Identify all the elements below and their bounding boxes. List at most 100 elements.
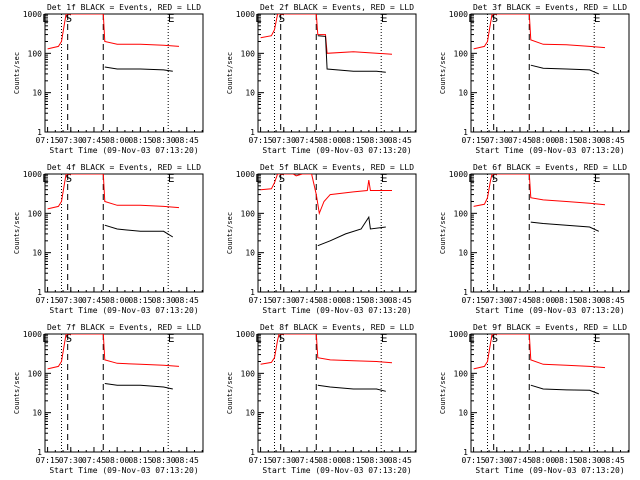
marker-label-s: S: [491, 172, 498, 185]
x-tick-label: 07:15: [462, 136, 486, 145]
events-series-line: [530, 221, 600, 232]
y-tick-label: 10: [458, 249, 468, 258]
x-tick-label: 07:30: [59, 456, 83, 465]
x-axis-label: Start Time (09-Nov-03 07:13:20): [475, 146, 624, 155]
x-tick-label: 08:30: [578, 296, 602, 305]
y-axis-label: Counts/sec: [13, 212, 21, 254]
events-series-line: [530, 384, 599, 395]
x-tick-label: 07:30: [272, 296, 296, 305]
y-axis-label: Counts/sec: [439, 212, 447, 254]
x-tick-label: 07:45: [82, 456, 106, 465]
detector-panel: Det 3f BLACK = Events, RED = LLD 1 10 100 10…: [439, 3, 630, 155]
y-tick-label: 10: [245, 89, 255, 98]
marker-label-e: E: [468, 12, 475, 25]
y-tick-label: 1000: [23, 10, 42, 19]
events-series-line: [104, 224, 174, 238]
y-tick-label: 1: [37, 128, 42, 137]
plot-frame: [44, 173, 204, 293]
y-tick-label: 1000: [449, 10, 468, 19]
marker-label-e: E: [381, 172, 388, 185]
y-tick-label: 100: [28, 49, 43, 58]
x-tick-label: 07:30: [485, 296, 509, 305]
x-tick-label: 08:00: [105, 456, 129, 465]
events-series-line: [104, 383, 173, 390]
lld-series-line: [47, 14, 180, 50]
y-tick-label: 10: [32, 409, 42, 418]
plot-frame: [257, 13, 417, 133]
y-tick-label: 1000: [23, 170, 42, 179]
detector-panel: Det 5f BLACK = Events, RED = LLD 1 10 100 10…: [226, 163, 417, 315]
marker-label-e: E: [168, 172, 175, 185]
y-tick-label: 100: [454, 369, 469, 378]
y-tick-label: 100: [28, 209, 43, 218]
lld-series-line: [260, 14, 393, 55]
x-tick-label: 07:30: [59, 296, 83, 305]
events-series-line: [530, 64, 599, 75]
y-tick-label: 1000: [23, 330, 42, 339]
x-axis-label: Start Time (09-Nov-03 07:13:20): [262, 306, 411, 315]
panel-title: Det 3f BLACK = Events, RED = LLD: [473, 3, 627, 12]
x-tick-label: 08:45: [388, 296, 412, 305]
x-tick-label: 08:45: [388, 136, 412, 145]
x-tick-label: 07:45: [82, 296, 106, 305]
plot-frame: [470, 333, 630, 453]
marker-label-e: E: [168, 332, 175, 345]
marker-label-e: E: [42, 332, 49, 345]
y-axis-label: Counts/sec: [13, 372, 21, 414]
lld-series-line: [473, 14, 606, 50]
y-tick-label: 1: [463, 288, 468, 297]
x-tick-label: 08:30: [152, 136, 176, 145]
marker-label-s: S: [491, 332, 498, 345]
y-axis-label: Counts/sec: [439, 52, 447, 94]
marker-label-e: E: [255, 172, 262, 185]
y-tick-label: 100: [241, 49, 256, 58]
y-tick-label: 1000: [236, 170, 255, 179]
y-tick-label: 10: [245, 409, 255, 418]
events-series-line: [317, 35, 386, 73]
detector-panel: Det 2f BLACK = Events, RED = LLD 1 10 100 10…: [226, 3, 417, 155]
x-tick-label: 08:30: [578, 136, 602, 145]
y-tick-label: 1: [463, 448, 468, 457]
x-tick-label: 07:45: [295, 456, 319, 465]
panel-title: Det 5f BLACK = Events, RED = LLD: [260, 163, 414, 172]
marker-label-e: E: [255, 332, 262, 345]
y-tick-label: 1000: [236, 330, 255, 339]
plot-frame: [44, 13, 204, 133]
y-tick-label: 1: [37, 448, 42, 457]
y-tick-label: 100: [28, 369, 43, 378]
x-tick-label: 08:30: [152, 456, 176, 465]
x-tick-label: 08:45: [601, 296, 625, 305]
y-axis-label: Counts/sec: [13, 52, 21, 94]
x-tick-label: 07:45: [508, 136, 532, 145]
detector-panel: Det 7f BLACK = Events, RED = LLD 1 10 100 10…: [13, 323, 204, 475]
x-tick-label: 08:00: [318, 456, 342, 465]
x-tick-label: 08:45: [175, 136, 199, 145]
x-tick-label: 08:00: [531, 136, 555, 145]
panel-title: Det 8f BLACK = Events, RED = LLD: [260, 323, 414, 332]
x-tick-label: 08:15: [554, 136, 578, 145]
plot-frame: [257, 333, 417, 453]
y-tick-label: 1: [463, 128, 468, 137]
marker-label-e: E: [42, 12, 49, 25]
x-axis-label: Start Time (09-Nov-03 07:13:20): [475, 306, 624, 315]
x-tick-label: 07:15: [36, 136, 60, 145]
x-tick-label: 08:15: [128, 296, 152, 305]
x-tick-label: 08:30: [152, 296, 176, 305]
marker-label-e: E: [381, 12, 388, 25]
plot-frame: [470, 173, 630, 293]
x-axis-label: Start Time (09-Nov-03 07:13:20): [49, 146, 198, 155]
y-tick-label: 1: [250, 128, 255, 137]
detector-panel: Det 1f BLACK = Events, RED = LLD 1 10 100 10…: [13, 3, 204, 155]
y-tick-label: 100: [241, 369, 256, 378]
x-tick-label: 07:30: [59, 136, 83, 145]
marker-label-e: E: [42, 172, 49, 185]
events-series-line: [317, 384, 386, 392]
x-tick-label: 07:15: [249, 136, 273, 145]
events-series-line: [104, 66, 173, 72]
x-tick-label: 08:15: [341, 296, 365, 305]
x-tick-label: 08:15: [128, 136, 152, 145]
y-tick-label: 100: [241, 209, 256, 218]
lld-series-line: [473, 334, 606, 370]
x-tick-label: 07:30: [272, 136, 296, 145]
